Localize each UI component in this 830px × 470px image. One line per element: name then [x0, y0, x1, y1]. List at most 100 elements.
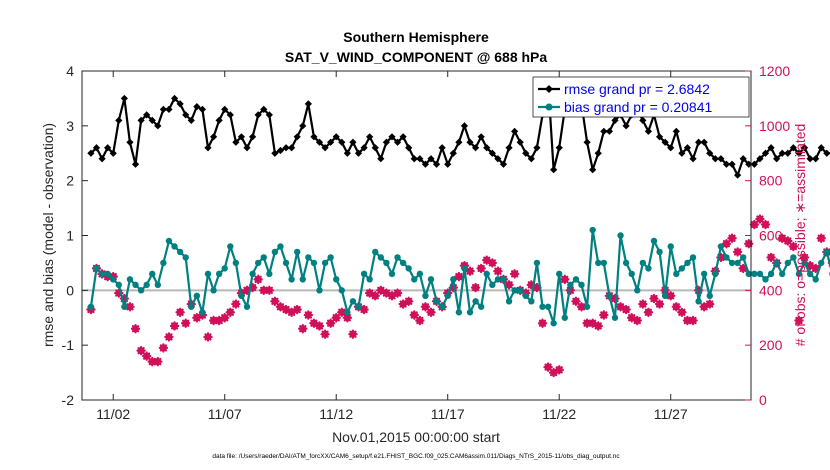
- bias-point: [360, 270, 368, 278]
- rmse-point: [343, 149, 351, 157]
- obs-possible-point: [722, 240, 730, 248]
- obs-possible-point: [132, 325, 140, 333]
- rmse-point: [131, 160, 140, 168]
- obs-possible-point: [399, 300, 407, 308]
- rmse-point: [817, 144, 825, 152]
- star-stroke: [221, 314, 229, 322]
- legend-marker-rmse: [545, 85, 553, 93]
- bias-point: [210, 287, 217, 294]
- bias-point: [427, 276, 435, 283]
- obs-assimilated-point: [632, 315, 642, 326]
- bias-point: [556, 270, 563, 278]
- obs-possible-point: [700, 303, 708, 311]
- rmse-point: [327, 138, 335, 146]
- bias-point: [533, 259, 541, 267]
- obs-possible-point: [427, 308, 435, 316]
- star-stroke: [466, 267, 474, 275]
- bias-point: [416, 270, 424, 278]
- obs-possible-point: [650, 295, 658, 303]
- star-stroke: [276, 303, 285, 311]
- star-stroke: [678, 308, 686, 316]
- rmse-point: [505, 144, 513, 152]
- legend: rmse grand pr = 2.6842 bias grand pr = 0…: [532, 76, 750, 118]
- star-stroke: [667, 292, 675, 300]
- bias-point: [377, 254, 385, 261]
- obs-assimilated-point: [582, 318, 592, 328]
- rmse-point: [734, 171, 742, 179]
- rmse-point: [761, 149, 770, 157]
- star-stroke: [728, 234, 736, 242]
- obs-possible-point: [555, 366, 563, 374]
- rmse-point: [405, 144, 413, 152]
- obs-assimilated-point: [225, 307, 235, 317]
- obs-possible-point: [382, 289, 390, 297]
- bias-point: [583, 303, 591, 310]
- star-stroke: [366, 289, 374, 297]
- obs-possible-point: [734, 248, 742, 256]
- rmse-point: [176, 100, 184, 108]
- bias-point: [773, 259, 780, 267]
- rmse-point: [661, 138, 669, 146]
- rmse-point: [683, 144, 692, 152]
- bias-point: [695, 298, 702, 305]
- obs-possible-point: [745, 240, 753, 248]
- obs-possible-point: [494, 267, 502, 275]
- rmse-point: [600, 127, 608, 135]
- obs-assimilated-point: [810, 263, 821, 274]
- obs-assimilated-point: [180, 318, 191, 328]
- bias-point: [667, 243, 674, 250]
- obs-assimilated-point: [760, 219, 771, 230]
- bias-point: [678, 265, 686, 272]
- bias-point: [299, 276, 306, 283]
- bias-point: [522, 292, 529, 300]
- star-stroke: [416, 316, 424, 325]
- obs-assimilated-point: [732, 247, 743, 257]
- rmse-point: [232, 138, 240, 146]
- obs-possible-point: [706, 300, 714, 308]
- star-stroke: [377, 286, 385, 294]
- rmse-point: [550, 166, 558, 174]
- obs-possible-point: [628, 314, 636, 322]
- bias-point: [466, 309, 474, 316]
- rmse-point: [276, 146, 285, 155]
- star-stroke: [600, 311, 608, 319]
- rmse-point: [120, 94, 128, 103]
- bias-point: [645, 265, 652, 272]
- bias-point: [399, 259, 407, 267]
- obs-assimilated-point: [470, 282, 481, 293]
- obs-possible-point: [756, 215, 764, 223]
- rmse-point: [644, 127, 653, 135]
- obs-possible-point: [466, 267, 474, 275]
- rmse-point: [806, 155, 814, 163]
- rmse-point: [678, 149, 686, 157]
- obs-assimilated-point: [409, 310, 419, 320]
- bias-point: [689, 254, 697, 261]
- rmse-point: [92, 144, 101, 152]
- rmse-point: [700, 138, 708, 146]
- x-tick-label: 11/07: [208, 406, 242, 422]
- star-stroke: [271, 297, 279, 305]
- obs-possible-point: [633, 316, 641, 324]
- obs-assimilated-point: [688, 315, 698, 326]
- y-tick-label: 4: [66, 63, 74, 79]
- bias-point: [394, 254, 401, 261]
- star-stroke: [126, 303, 134, 311]
- bias-point: [622, 259, 630, 267]
- bias-point: [812, 276, 819, 283]
- rmse-point: [728, 160, 736, 168]
- bias-point: [751, 270, 758, 278]
- obs-possible-point: [232, 300, 240, 308]
- y-tick-label: 0: [66, 282, 74, 298]
- y-tick-label: -2: [62, 392, 75, 408]
- y-axis-label: rmse and bias (model - observation): [40, 123, 56, 347]
- obs-possible-point: [767, 253, 775, 261]
- bias-point: [249, 270, 256, 278]
- obs-possible-point: [315, 322, 323, 330]
- bias-point: [199, 309, 206, 316]
- y-right-tick-label: 400: [759, 282, 783, 298]
- obs-assimilated-point: [537, 318, 548, 328]
- bias-point: [366, 276, 373, 283]
- bias-point: [98, 270, 106, 278]
- bias-point: [739, 254, 747, 261]
- obs-assimilated-point: [320, 329, 330, 339]
